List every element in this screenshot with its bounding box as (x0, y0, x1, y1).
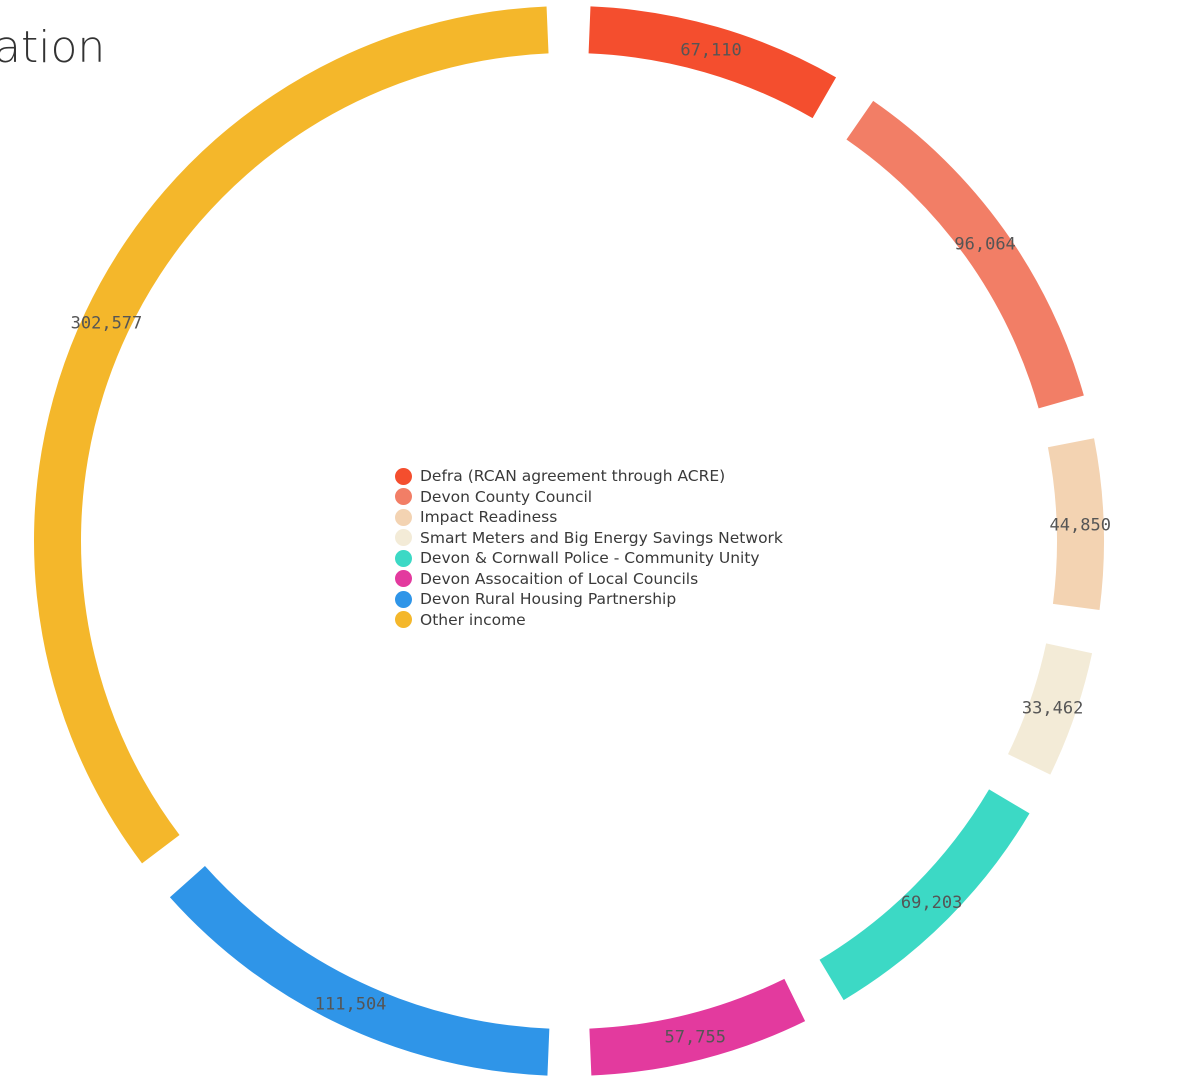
value-label-1: 67,110 (680, 41, 741, 61)
value-label-2: 96,064 (954, 235, 1015, 255)
legend-item-4: Smart Meters and Big Energy Savings Netw… (395, 528, 783, 549)
slice-8 (33, 6, 549, 864)
legend-label: Devon Assocaition of Local Councils (420, 569, 699, 588)
legend-label: Devon & Cornwall Police - Community Unit… (420, 549, 760, 568)
legend-item-8: Other income (395, 610, 783, 631)
slice-3 (1047, 438, 1104, 610)
legend: Defra (RCAN agreement through ACRE) Devon… (395, 466, 783, 630)
value-label-6: 57,755 (665, 1028, 726, 1048)
legend-label: Devon Rural Housing Partnership (420, 590, 677, 609)
legend-item-7: Devon Rural Housing Partnership (395, 589, 783, 610)
legend-swatch (395, 549, 412, 567)
legend-swatch (395, 570, 412, 588)
slice-5 (819, 789, 1030, 1001)
legend-item-1: Defra (RCAN agreement through ACRE) (395, 466, 783, 487)
legend-item-3: Impact Readiness (395, 507, 783, 528)
slice-2 (846, 100, 1084, 409)
value-label-4: 33,462 (1022, 699, 1083, 719)
legend-swatch (395, 611, 412, 629)
slice-1 (588, 6, 837, 119)
value-label-5: 69,203 (901, 893, 962, 913)
slice-4 (1008, 643, 1093, 775)
legend-label: Devon County Council (420, 487, 593, 506)
legend-swatch (395, 508, 412, 526)
donut-slices (33, 6, 1104, 1076)
legend-label: Other income (420, 610, 526, 629)
legend-swatch (395, 529, 412, 547)
chart-title: ation (0, 22, 106, 73)
legend-label: Smart Meters and Big Energy Savings Netw… (420, 528, 783, 547)
slice-6 (589, 978, 806, 1076)
legend-label: Impact Readiness (420, 508, 558, 527)
legend-swatch (395, 590, 412, 608)
legend-item-6: Devon Assocaition of Local Councils (395, 569, 783, 590)
legend-item-2: Devon County Council (395, 487, 783, 508)
slice-7 (169, 865, 550, 1076)
legend-label: Defra (RCAN agreement through ACRE) (420, 467, 726, 486)
value-labels: 67,110 96,064 44,850 33,462 69,203 57,755 111,… (71, 41, 1111, 1048)
legend-swatch (395, 467, 412, 485)
value-label-3: 44,850 (1050, 516, 1111, 536)
value-label-8: 302,577 (71, 314, 143, 334)
legend-item-5: Devon & Cornwall Police - Community Unit… (395, 548, 783, 569)
value-label-7: 111,504 (315, 995, 387, 1015)
legend-swatch (395, 488, 412, 506)
